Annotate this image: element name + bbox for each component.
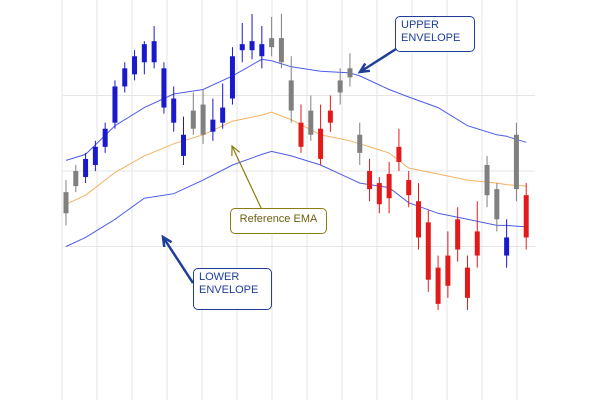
candle-body <box>249 41 255 51</box>
candle-body <box>190 110 196 129</box>
candle-body <box>376 183 382 205</box>
candle-body <box>445 255 451 286</box>
candle-body <box>269 38 275 48</box>
candle-body <box>83 158 89 178</box>
candle-body <box>151 41 157 63</box>
candle-body <box>181 134 186 156</box>
upper-envelope-arrow-shaft <box>359 47 397 74</box>
lower-envelope-arrow <box>161 234 195 284</box>
candle-body <box>122 68 128 87</box>
candle-body <box>92 146 98 165</box>
candle-body <box>396 146 402 162</box>
line-layer <box>65 58 527 247</box>
candle-body <box>416 201 421 238</box>
candle-body <box>474 231 480 256</box>
lower-envelope-arrow-head <box>161 234 173 248</box>
candle-body <box>298 122 304 147</box>
candle-body <box>229 56 235 99</box>
candle-body <box>308 110 314 135</box>
candle-body <box>318 128 324 159</box>
candle-body <box>386 174 392 199</box>
candle-body <box>200 104 206 135</box>
candle-body <box>406 180 412 196</box>
candle-body <box>239 44 245 51</box>
candle-body <box>337 80 343 93</box>
candle-body <box>161 68 167 108</box>
candle-body <box>504 237 510 256</box>
arrow-layer <box>161 47 397 284</box>
upper-envelope-callout: UPPER ENVELOPE <box>395 16 475 52</box>
candle-body <box>210 119 216 132</box>
candle-body <box>455 219 461 250</box>
candle-body <box>259 44 265 57</box>
upper-envelope-arrow-head <box>357 62 371 74</box>
candle-body <box>102 128 108 147</box>
candle-body <box>171 98 177 123</box>
candle-body <box>141 44 147 63</box>
candle-body <box>513 134 519 190</box>
candle-body <box>288 80 294 111</box>
upper-envelope-line <box>65 58 527 161</box>
candle-body <box>435 267 441 304</box>
candle-body <box>357 134 363 153</box>
upper-envelope-arrow <box>357 47 397 74</box>
candle-body <box>464 267 470 298</box>
candle-layer <box>63 13 529 310</box>
candle-body <box>494 189 500 220</box>
candle-body <box>63 192 69 214</box>
lower-envelope-callout: LOWER ENVELOPE <box>193 268 272 310</box>
candle-body <box>327 110 333 123</box>
candle-body <box>523 195 529 238</box>
candle-body <box>278 38 284 63</box>
reference-ema-arrow-head <box>231 144 241 157</box>
grid-layer <box>61 0 535 400</box>
reference-ema-callout: Reference EMA <box>230 208 327 234</box>
reference-ema-arrow <box>231 144 263 211</box>
candle-body <box>112 86 118 123</box>
reference-ema-arrow-shaft <box>231 145 263 211</box>
candle-body <box>367 171 373 190</box>
candle-body <box>132 56 138 75</box>
candle-body <box>220 107 226 123</box>
candle-body <box>347 68 353 78</box>
lower-envelope-line <box>65 150 527 247</box>
lower-envelope-arrow-shaft <box>161 236 195 284</box>
candle-body <box>425 222 431 280</box>
candle-body <box>484 164 490 196</box>
reference-ema-line <box>65 111 527 205</box>
candle-body <box>73 171 79 187</box>
